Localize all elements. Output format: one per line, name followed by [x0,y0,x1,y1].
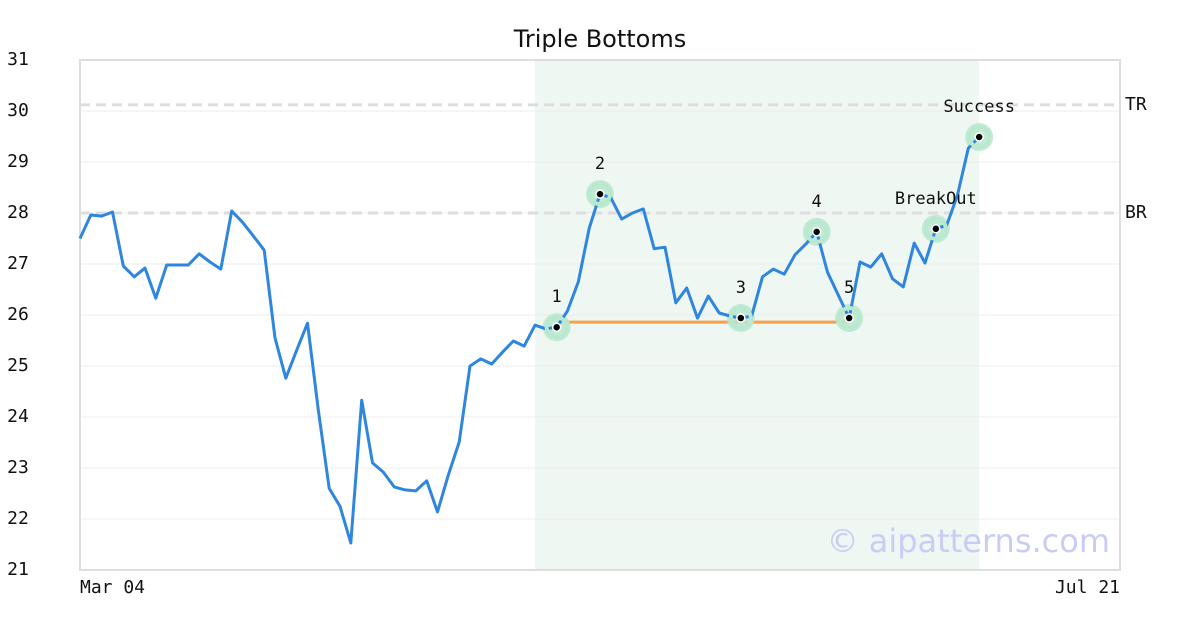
marker-label: 4 [812,192,822,212]
price-line [78,135,981,545]
marker-dot [931,224,941,234]
x-tick-label: Mar 04 [80,577,145,598]
marker-halo-ring [728,306,753,331]
marker-dot [736,313,746,323]
y-tick-label: 23 [7,457,29,478]
chart-title: Triple Bottoms [513,25,687,53]
marker-halo-ring [967,125,992,150]
plot-frame [79,59,1121,571]
marker-halo-ring [923,216,948,241]
y-tick-label: 29 [7,151,29,172]
marker-label: 1 [552,287,562,307]
marker-label: 3 [736,278,746,298]
y-tick-label: 22 [7,508,29,529]
marker-label: 2 [595,154,605,174]
marker-halo-ring [544,315,569,340]
watermark: © aipatterns.com [827,522,1110,560]
y-tick-label: 24 [7,406,29,427]
marker-dot [551,322,562,332]
marker-halo-ring [804,219,829,244]
marker-dot [811,227,822,237]
y-tick-label: 30 [7,100,29,121]
y-tick-label: 28 [7,202,29,223]
marker-label: 5 [844,278,854,298]
marker-dot [844,313,854,323]
level-label: TR [1125,94,1147,115]
level-label: BR [1125,202,1147,223]
marker-dot [595,189,605,199]
marker-halo-ring [588,182,612,207]
y-tick-label: 31 [7,49,29,70]
marker-label: Success [943,97,1015,117]
y-tick-label: 26 [7,304,29,325]
y-tick-label: 21 [7,559,29,580]
marker-label: BreakOut [895,189,977,209]
y-tick-label: 27 [7,253,29,274]
marker-dot [974,132,984,142]
y-tick-label: 25 [7,355,29,376]
x-tick-label: Jul 21 [1055,577,1120,598]
marker-halo-ring [837,306,862,331]
